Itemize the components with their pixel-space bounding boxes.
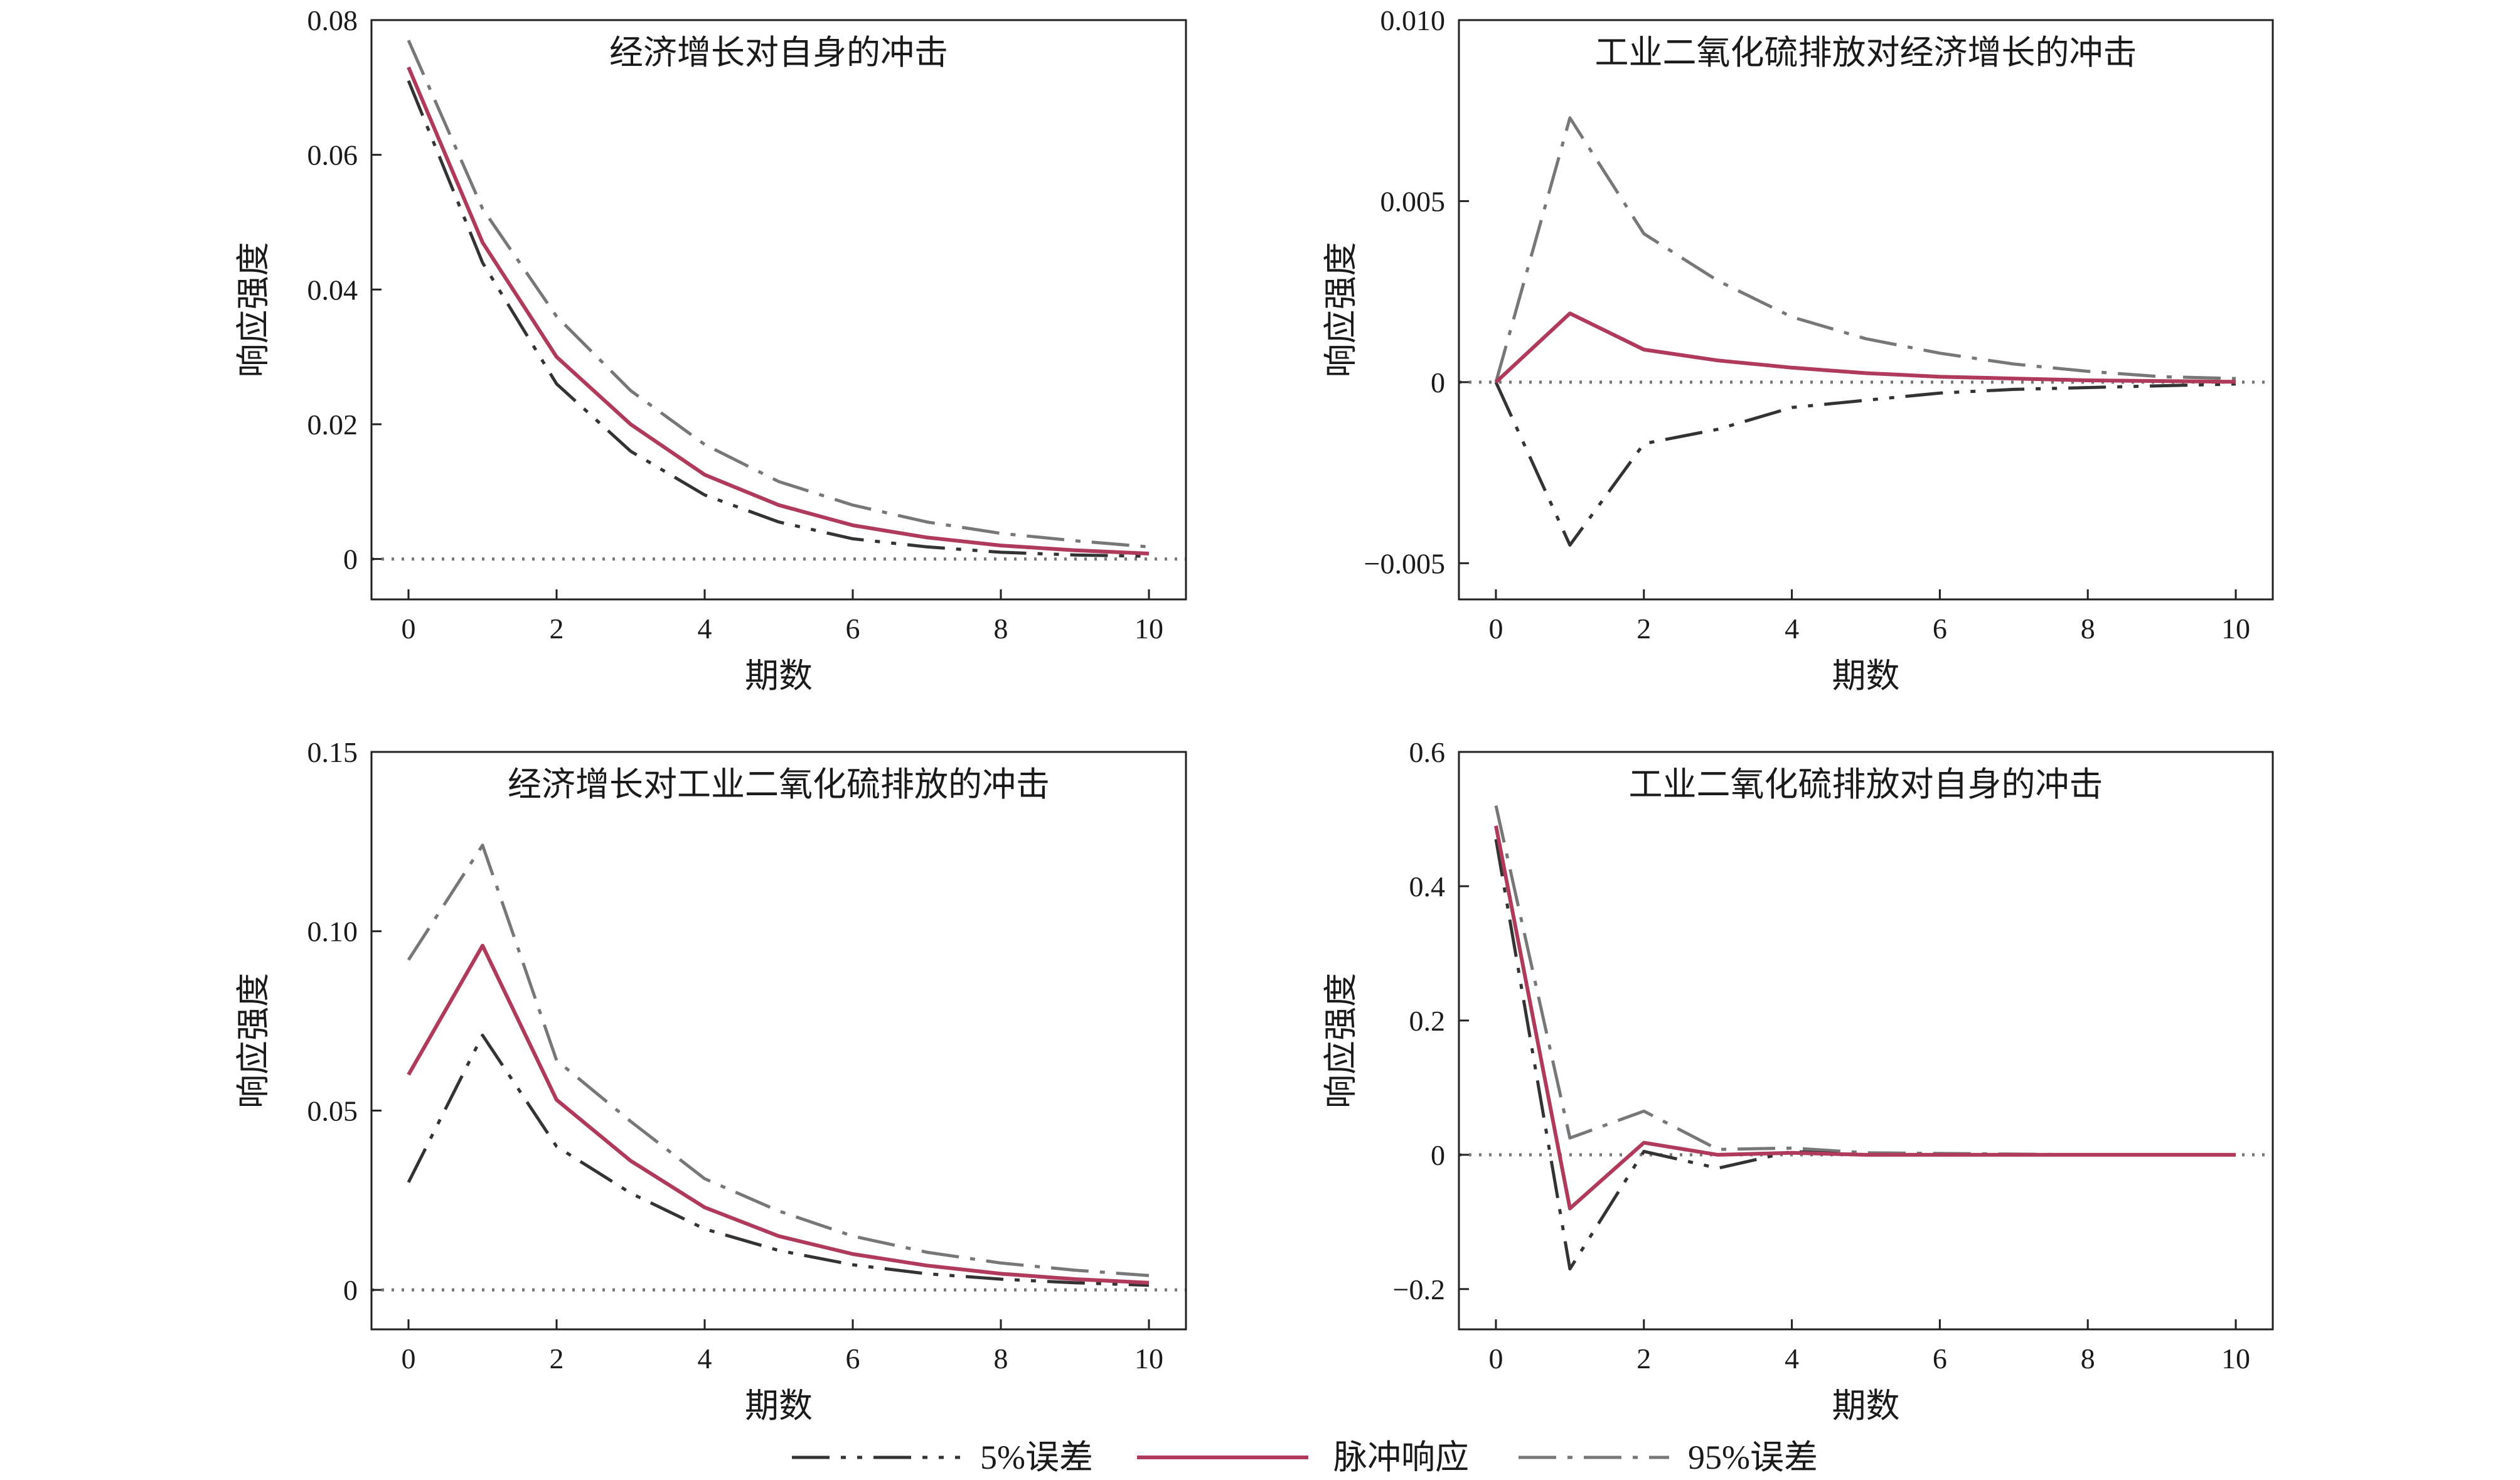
x-tick-label: 8: [994, 613, 1008, 645]
x-tick-label: 10: [1135, 1343, 1163, 1375]
y-tick-label: −0.005: [1364, 547, 1445, 579]
y-tick-label: 0: [1431, 367, 1445, 399]
x-tick-label: 2: [1636, 613, 1651, 645]
y-tick-label: 0.04: [307, 274, 358, 306]
plot-frame: [370, 751, 1187, 1331]
x-tick-label: 8: [994, 1343, 1008, 1375]
x-tick-label: 0: [402, 613, 416, 645]
y-tick-label: 0.15: [307, 736, 358, 768]
y-tick-label: 0: [343, 1274, 358, 1306]
y-tick-label: 0: [1431, 1139, 1445, 1171]
x-axis-title: 期数: [745, 657, 813, 695]
legend-label-upper: 95%误差: [1688, 1439, 1818, 1476]
series-line-impulse: [407, 943, 1150, 1285]
series-line-impulse: [407, 66, 1150, 555]
x-tick-label: 8: [2081, 1343, 2095, 1375]
x-tick-label: 10: [2221, 1343, 2250, 1375]
series-line-upper: [407, 844, 1150, 1277]
series-line-upper: [407, 40, 1150, 549]
plot-frame: [370, 19, 1187, 601]
series-line-lower: [407, 1033, 1150, 1287]
legend-label-impulse: 脉冲响应: [1333, 1439, 1469, 1476]
x-tick-label: 6: [846, 613, 860, 645]
x-axis-title: 期数: [1832, 657, 1900, 695]
x-tick-label: 0: [402, 1343, 416, 1375]
x-axis-title: 期数: [1832, 1387, 1900, 1425]
legend: 5%误差 脉冲响应 95%误差: [792, 1439, 1818, 1476]
y-axis-title: 响应强度: [1322, 973, 1360, 1108]
series-line-impulse: [1494, 825, 2236, 1211]
y-tick-label: 0: [343, 544, 358, 576]
y-tick-label: 0.10: [307, 916, 358, 948]
x-tick-label: 0: [1488, 1343, 1503, 1375]
x-tick-label: 2: [550, 1343, 564, 1375]
panel-title: 经济增长对自身的冲击: [609, 34, 948, 72]
series-line-lower: [1494, 839, 2236, 1271]
series-line-upper: [1494, 805, 2236, 1157]
y-tick-label: 0.005: [1380, 185, 1446, 217]
legend-label-lower: 5%误差: [980, 1439, 1093, 1476]
x-tick-label: 6: [1933, 1343, 1947, 1375]
y-tick-label: 0.010: [1380, 4, 1446, 36]
x-tick-label: 8: [2081, 613, 2095, 645]
series-line-upper: [1494, 116, 2236, 383]
x-tick-label: 2: [1636, 1343, 1651, 1375]
x-tick-label: 6: [846, 1343, 860, 1375]
x-tick-label: 0: [1488, 613, 1503, 645]
x-tick-label: 4: [698, 613, 712, 645]
y-tick-label: 0.02: [307, 409, 358, 441]
x-tick-label: 4: [1785, 1343, 1799, 1375]
y-axis-title: 响应强度: [1322, 242, 1360, 378]
series-line-impulse: [1494, 311, 2236, 384]
y-tick-label: 0.2: [1409, 1005, 1446, 1037]
series-line-lower: [1494, 381, 2236, 547]
x-tick-label: 6: [1933, 613, 1947, 645]
x-axis-title: 期数: [745, 1387, 813, 1425]
panel-title: 经济增长对工业二氧化硫排放的冲击: [508, 766, 1050, 803]
plot-frame: [1458, 19, 2274, 601]
y-tick-label: 0.4: [1409, 871, 1446, 903]
x-tick-label: 2: [550, 613, 564, 645]
y-axis-title: 响应强度: [235, 973, 272, 1108]
y-tick-label: −0.2: [1393, 1274, 1445, 1306]
x-tick-label: 10: [1135, 613, 1163, 645]
x-tick-label: 10: [2221, 613, 2250, 645]
panel-title: 工业二氧化硫排放对经济增长的冲击: [1595, 34, 2137, 72]
series-line-lower: [407, 80, 1150, 558]
y-tick-label: 0.06: [307, 139, 358, 171]
y-axis-title: 响应强度: [235, 242, 272, 378]
plot-frame: [1458, 751, 2274, 1331]
panel-so2-on-growth: 0 2 4 6 8 10 −0.005 0 0.005 0.010 工业二氧化硫排放对经济增长的冲击…: [1322, 4, 2274, 695]
y-tick-label: 0.6: [1409, 736, 1446, 768]
panel-title: 工业二氧化硫排放对自身的冲击: [1629, 766, 2103, 803]
x-tick-label: 4: [1785, 613, 1799, 645]
y-tick-label: 0.08: [307, 4, 358, 36]
x-tick-label: 4: [698, 1343, 712, 1375]
y-tick-label: 0.05: [307, 1095, 358, 1127]
